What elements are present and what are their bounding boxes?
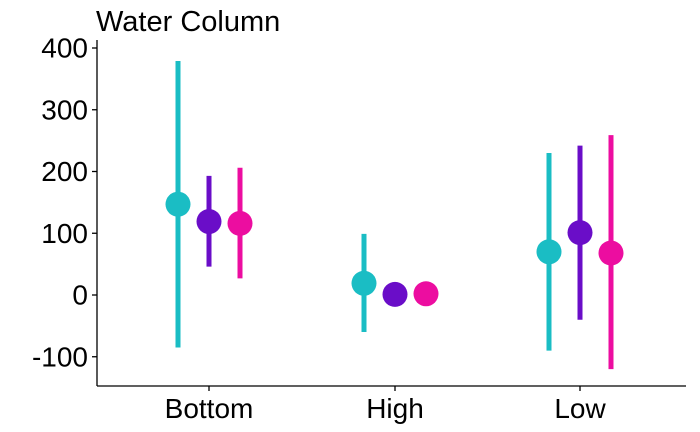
- y-tick-label: 200: [41, 156, 88, 187]
- axes: -100 0 100 200 300 400 Bottom High Low: [32, 33, 686, 424]
- data-point: [536, 239, 562, 265]
- chart-title: Water Column: [96, 6, 280, 38]
- y-tick-label: 100: [41, 218, 88, 249]
- y-tick-label: -100: [32, 341, 88, 372]
- x-tick-label: Bottom: [165, 393, 254, 424]
- y-tick-label: 0: [72, 280, 88, 311]
- data-point: [165, 191, 191, 217]
- data-point: [196, 209, 222, 235]
- data-marks: [165, 60, 624, 370]
- data-point: [382, 281, 408, 307]
- y-tick-label: 400: [41, 33, 88, 64]
- data-point: [567, 220, 593, 246]
- y-tick-label: 300: [41, 94, 88, 125]
- data-point: [598, 240, 624, 266]
- x-tick-label: Low: [554, 393, 606, 424]
- data-point: [413, 281, 439, 307]
- x-tick-label: High: [366, 393, 424, 424]
- data-point: [351, 270, 377, 296]
- data-point: [227, 210, 253, 236]
